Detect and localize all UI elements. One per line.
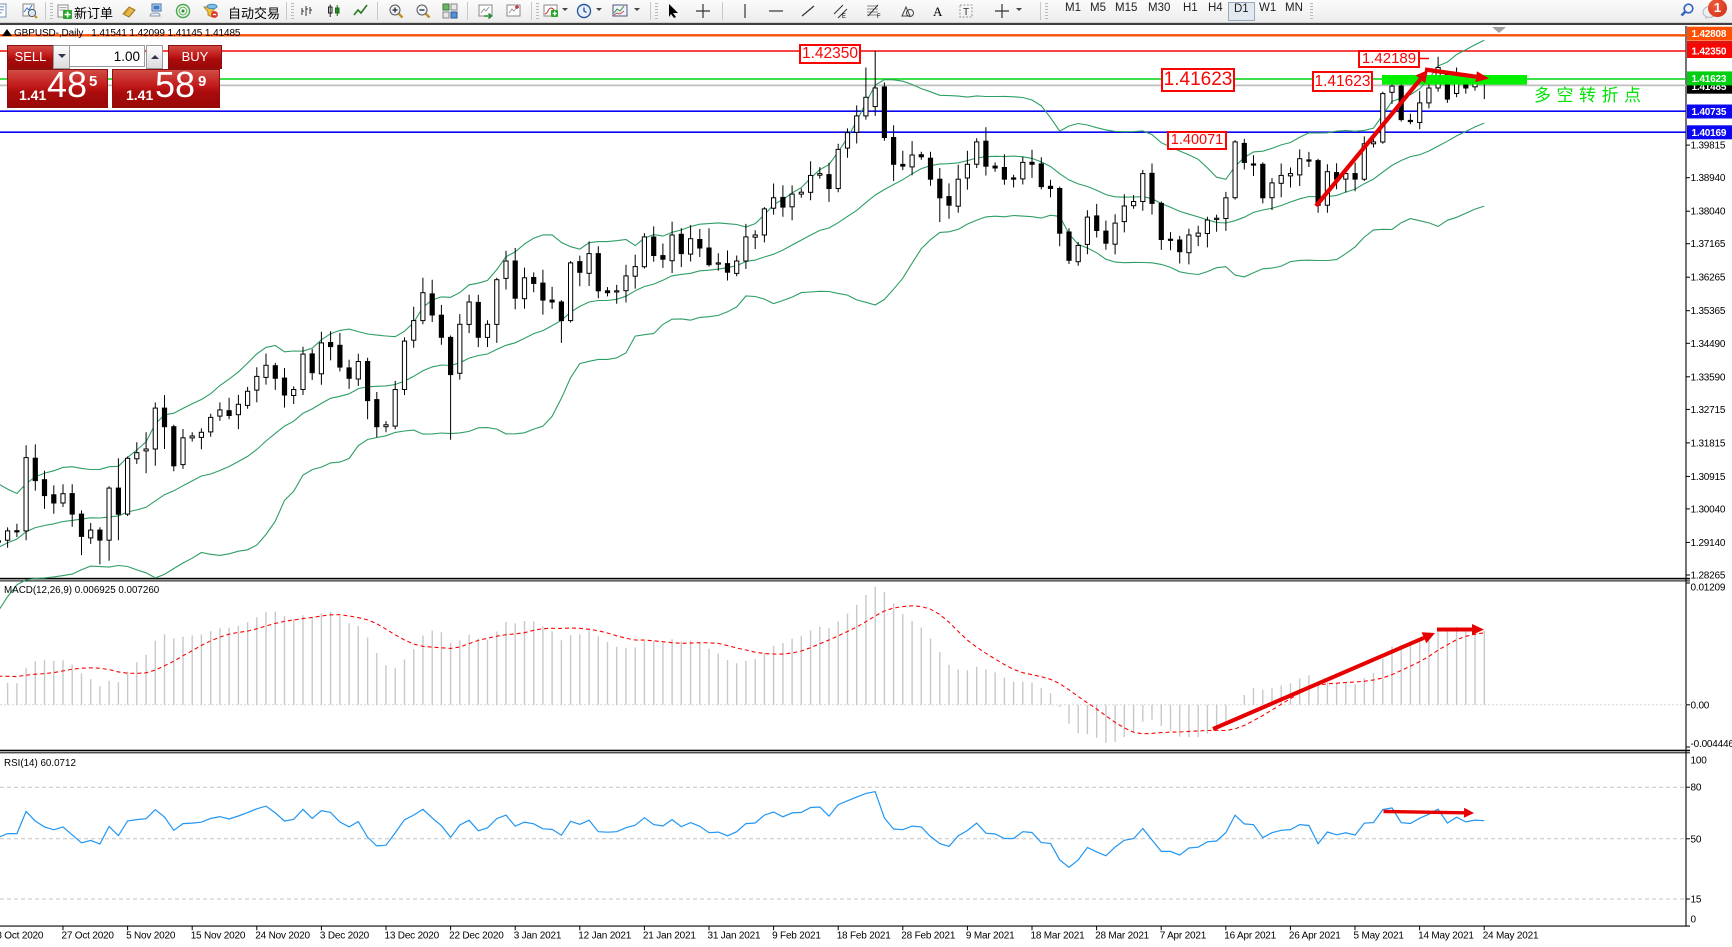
svg-text:7 Apr 2021: 7 Apr 2021 (1160, 930, 1207, 941)
svg-text:15 Nov 2020: 15 Nov 2020 (191, 930, 246, 941)
svg-text:5 May 2021: 5 May 2021 (1354, 930, 1405, 941)
svg-text:0: 0 (1691, 915, 1697, 926)
svg-text:1.28265: 1.28265 (1691, 571, 1726, 582)
svg-text:1.36265: 1.36265 (1691, 273, 1726, 284)
svg-text:1.30915: 1.30915 (1691, 472, 1726, 483)
svg-text:21 Jan 2021: 21 Jan 2021 (643, 930, 696, 941)
svg-text:13 Dec 2020: 13 Dec 2020 (385, 930, 440, 941)
svg-text:0.00: 0.00 (1691, 700, 1710, 711)
svg-text:24 May 2021: 24 May 2021 (1483, 930, 1539, 941)
svg-text:1.29140: 1.29140 (1691, 538, 1726, 549)
svg-text:14 May 2021: 14 May 2021 (1418, 930, 1474, 941)
svg-text:18 Feb 2021: 18 Feb 2021 (837, 930, 892, 941)
svg-text:1.37165: 1.37165 (1691, 239, 1726, 250)
svg-text:22 Dec 2020: 22 Dec 2020 (449, 930, 504, 941)
svg-text:9 Feb 2021: 9 Feb 2021 (772, 930, 821, 941)
svg-text:27 Oct 2020: 27 Oct 2020 (62, 930, 115, 941)
svg-text:1.38940: 1.38940 (1691, 173, 1726, 184)
svg-text:18 Oct 2020: 18 Oct 2020 (0, 930, 44, 941)
svg-text:24 Nov 2020: 24 Nov 2020 (255, 930, 310, 941)
svg-text:T: T (963, 7, 969, 18)
svg-text:50: 50 (1691, 834, 1702, 845)
svg-text:A: A (933, 4, 943, 19)
svg-text:15: 15 (1691, 895, 1702, 906)
svg-text:100: 100 (1691, 756, 1708, 767)
svg-text:1.40169: 1.40169 (1692, 128, 1727, 139)
svg-text:5 Nov 2020: 5 Nov 2020 (126, 930, 176, 941)
svg-text:1.42808: 1.42808 (1692, 29, 1727, 40)
svg-text:26 Apr 2021: 26 Apr 2021 (1289, 930, 1341, 941)
svg-text:1.40735: 1.40735 (1692, 107, 1727, 118)
svg-text:3 Jan 2021: 3 Jan 2021 (514, 930, 562, 941)
svg-text:E: E (842, 14, 846, 19)
svg-text:多空转折点: 多空转折点 (1534, 86, 1647, 105)
svg-text:1.31815: 1.31815 (1691, 438, 1726, 449)
svg-text:80: 80 (1691, 783, 1702, 794)
svg-text:1.34490: 1.34490 (1691, 339, 1726, 350)
svg-text:12 Jan 2021: 12 Jan 2021 (578, 930, 631, 941)
svg-text:16 Apr 2021: 16 Apr 2021 (1224, 930, 1276, 941)
svg-text:1.42350: 1.42350 (1692, 47, 1727, 58)
svg-text:3 Dec 2020: 3 Dec 2020 (320, 930, 370, 941)
svg-text:1.39815: 1.39815 (1691, 141, 1726, 152)
svg-text:1.35365: 1.35365 (1691, 306, 1726, 317)
svg-text:28 Mar 2021: 28 Mar 2021 (1095, 930, 1150, 941)
svg-text:1.41623: 1.41623 (1692, 74, 1727, 85)
svg-text:1.38040: 1.38040 (1691, 207, 1726, 218)
svg-text:9 Mar 2021: 9 Mar 2021 (966, 930, 1015, 941)
svg-text:-0.004446: -0.004446 (1691, 739, 1732, 750)
svg-text:1.41485: 1.41485 (1692, 82, 1727, 93)
svg-text:28 Feb 2021: 28 Feb 2021 (901, 930, 956, 941)
svg-text:1.30040: 1.30040 (1691, 504, 1726, 515)
svg-text:F: F (877, 14, 881, 19)
svg-text:1.32715: 1.32715 (1691, 405, 1726, 416)
svg-text:18 Mar 2021: 18 Mar 2021 (1031, 930, 1086, 941)
svg-text:1.33590: 1.33590 (1691, 372, 1726, 383)
svg-text:0.01209: 0.01209 (1691, 583, 1726, 594)
svg-text:31 Jan 2021: 31 Jan 2021 (708, 930, 761, 941)
